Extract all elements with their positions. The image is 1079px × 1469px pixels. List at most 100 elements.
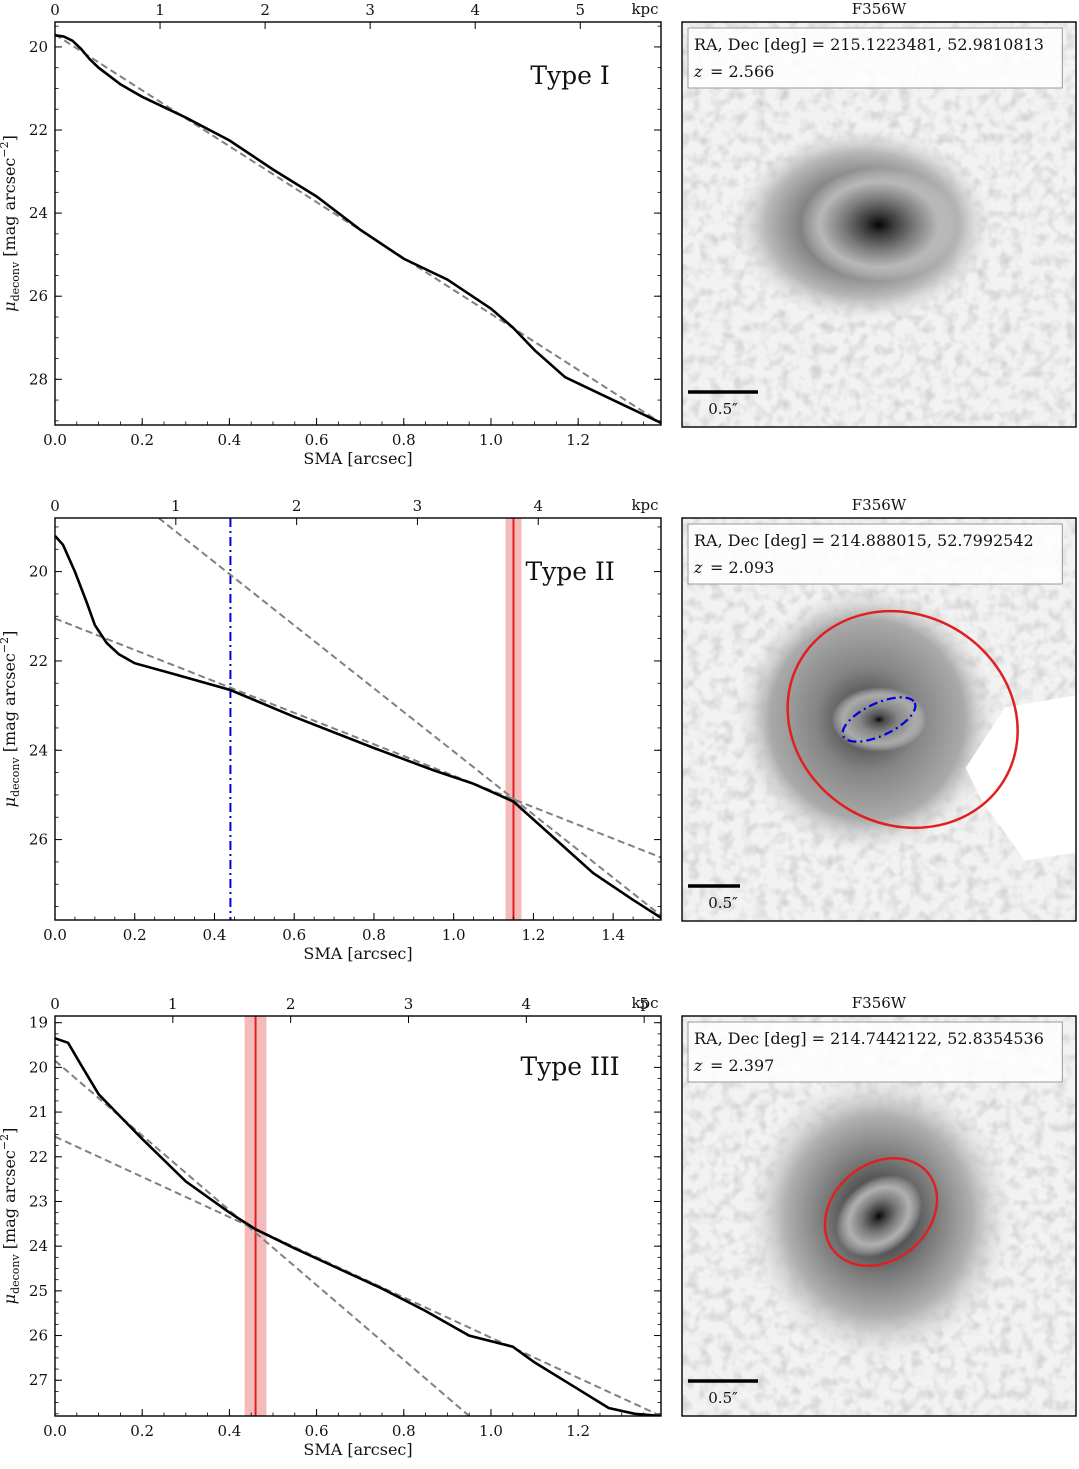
galaxy-cutout: [682, 22, 1076, 427]
kpc-tick-label: 0: [50, 1, 60, 19]
profile-type-label: Type I: [530, 61, 609, 90]
profile-type-label: Type II: [525, 557, 614, 586]
x-tick-label: 0.6: [282, 926, 306, 944]
y-tick-label: 19: [29, 1014, 48, 1032]
kpc-tick-label: 5: [575, 1, 585, 19]
kpc-unit-label: kpc: [631, 994, 658, 1012]
break-ellipse: [786, 609, 1019, 830]
x-tick-label: 0.2: [130, 431, 154, 449]
axes-frame: [54, 21, 662, 426]
y-tick-label: 23: [29, 1192, 48, 1210]
y-tick-label: 20: [29, 38, 48, 56]
info-box: [687, 523, 1063, 585]
kpc-tick-label: 0: [50, 995, 60, 1013]
kpc-unit-label: kpc: [631, 0, 658, 18]
redshift-symbol: z: [693, 558, 703, 577]
x-tick-label: 1.2: [566, 431, 590, 449]
info-box: [687, 1021, 1063, 1083]
kpc-unit-label: kpc: [631, 496, 658, 514]
x-tick-label: 1.0: [479, 431, 503, 449]
y-axis-label: μdeconv [mag arcsec−2]: [0, 135, 22, 312]
x-tick-label: 1.2: [521, 926, 545, 944]
kpc-tick-label: 3: [365, 1, 375, 19]
axes-frame: [54, 517, 662, 921]
x-tick-label: 0.4: [217, 1422, 241, 1440]
image-frame: [681, 1015, 1077, 1417]
coordinates-label: RA, Dec [deg] = 215.1223481, 52.9810813: [694, 35, 1044, 54]
x-tick-label: 1.4: [601, 926, 625, 944]
x-tick-label: 0.0: [43, 926, 67, 944]
galaxy-cutout: [682, 1016, 1076, 1416]
galaxy-image-panel-1: F356W RA, Dec [deg] = 215.1223481, 52.981…: [681, 0, 1077, 428]
x-tick-label: 0.0: [43, 431, 67, 449]
kpc-tick-label: 0: [50, 497, 60, 515]
x-tick-label: 1.2: [566, 1422, 590, 1440]
surface-brightness-profile: [55, 1037, 661, 1416]
x-tick-label: 0.8: [392, 431, 416, 449]
filter-label: F356W: [852, 0, 907, 18]
y-tick-label: 26: [29, 831, 48, 849]
kpc-tick-label: 4: [522, 995, 532, 1013]
galaxy-cutout: [682, 518, 1076, 921]
galaxy-image-panel-3: F356W RA, Dec [deg] = 214.7442122, 52.835…: [681, 994, 1077, 1417]
x-tick-label: 1.0: [479, 1422, 503, 1440]
y-tick-label: 20: [29, 1058, 48, 1076]
plot-area: [55, 1016, 661, 1416]
x-axis-label: SMA [arcsec]: [303, 449, 412, 468]
galaxy-core: [836, 1174, 922, 1258]
x-tick-label: 0.8: [392, 1422, 416, 1440]
x-tick-label: 0.2: [130, 1422, 154, 1440]
y-tick-label: 26: [29, 1327, 48, 1345]
image-frame: [681, 21, 1077, 428]
y-axis-label: μdeconv [mag arcsec−2]: [0, 1128, 22, 1305]
fit-line-1: [55, 33, 661, 424]
surface-brightness-profile: [55, 34, 661, 425]
fit-line-1: [55, 617, 661, 859]
x-tick-label: 0.6: [305, 1422, 329, 1440]
fit-line-2: [158, 518, 661, 917]
y-tick-label: 21: [29, 1103, 48, 1121]
y-tick-label: 20: [29, 563, 48, 581]
kpc-tick-label: 3: [413, 497, 423, 515]
info-box: [687, 27, 1063, 89]
x-tick-label: 0.6: [305, 431, 329, 449]
kpc-tick-label: 2: [260, 1, 270, 19]
x-tick-label: 0.4: [217, 431, 241, 449]
x-tick-label: 0.8: [362, 926, 386, 944]
galaxy-core: [831, 687, 927, 752]
y-tick-label: 22: [29, 1148, 48, 1166]
inner-ellipse: [841, 696, 917, 743]
kpc-tick-label: 4: [533, 497, 543, 515]
kpc-tick-label: 4: [470, 1, 480, 19]
x-tick-label: 1.0: [442, 926, 466, 944]
scale-bar-label: 0.5″: [708, 894, 738, 912]
plot-area: [55, 33, 661, 425]
redshift-value: = 2.093: [710, 558, 774, 577]
filter-label: F356W: [852, 994, 907, 1012]
kpc-tick-label: 5: [639, 995, 649, 1013]
scale-bar-label: 0.5″: [708, 1389, 738, 1407]
y-tick-label: 28: [29, 370, 48, 388]
plot-area: [55, 518, 661, 920]
x-tick-label: 0.2: [123, 926, 147, 944]
axes-frame: [54, 1015, 662, 1417]
kpc-tick-label: 2: [286, 995, 296, 1013]
kpc-tick-label: 3: [404, 995, 414, 1013]
profile-type-label: Type III: [521, 1052, 620, 1081]
y-tick-label: 24: [29, 1237, 48, 1255]
y-tick-label: 22: [29, 121, 48, 139]
x-tick-label: 0.4: [203, 926, 227, 944]
redshift-symbol: z: [693, 1056, 703, 1075]
galaxy-image-panel-2: F356W RA, Dec [deg] = 214.888015, 52.7992…: [681, 496, 1077, 922]
surface-brightness-profile: [55, 535, 661, 919]
coordinates-label: RA, Dec [deg] = 214.7442122, 52.8354536: [694, 1029, 1044, 1048]
y-tick-label: 24: [29, 204, 48, 222]
break-ellipse: [823, 1156, 939, 1268]
coordinates-label: RA, Dec [deg] = 214.888015, 52.7992542: [694, 531, 1034, 550]
kpc-tick-label: 1: [168, 995, 178, 1013]
galaxy-core: [800, 167, 958, 282]
